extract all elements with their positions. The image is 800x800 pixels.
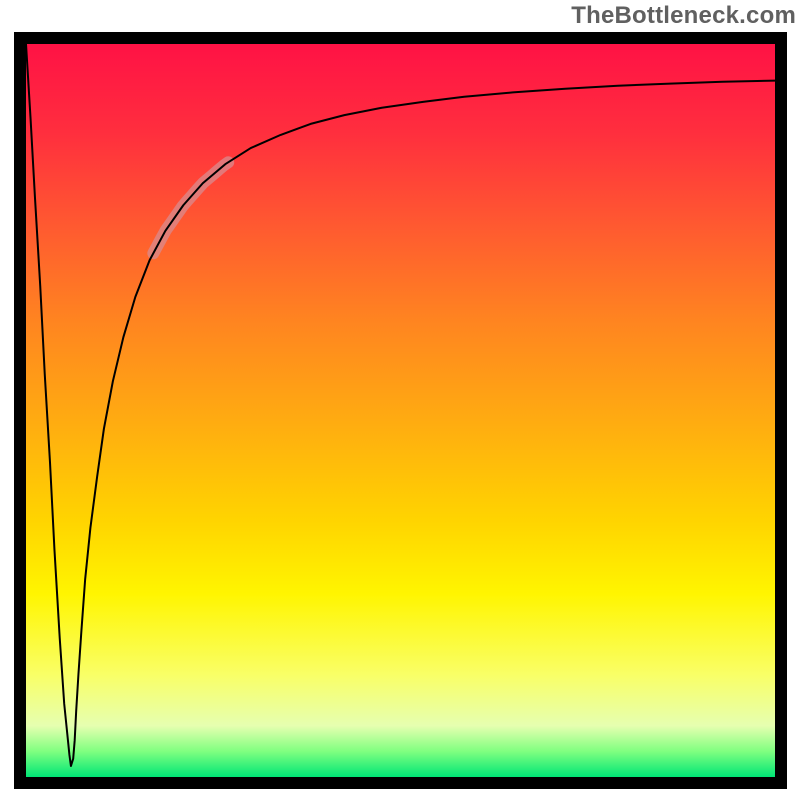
chart-root: TheBottleneck.com bbox=[0, 0, 800, 800]
gradient-background bbox=[26, 44, 775, 777]
plot-svg bbox=[14, 32, 787, 789]
plot-frame bbox=[14, 32, 787, 789]
watermark-text: TheBottleneck.com bbox=[571, 2, 796, 30]
